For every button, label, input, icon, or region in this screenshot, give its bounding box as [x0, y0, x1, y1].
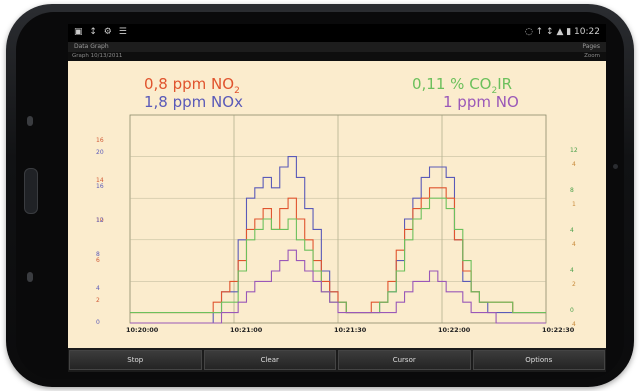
line-chart [129, 114, 547, 324]
menu-hardware-key[interactable] [27, 116, 33, 126]
x-tick-label: 10:20:00 [126, 326, 159, 334]
x-tick-label: 10:21:30 [334, 326, 367, 334]
y-tick-left-nox: 16 [96, 183, 104, 190]
graph-info: Graph 10/13/2011 [72, 53, 123, 59]
y-tick-right-co2: 4 [570, 227, 574, 234]
y-tick-right-co2: 4 [570, 267, 574, 274]
screen: ▣ ↕ ⚙ ☰ ◌ ↑ ↕ ▲ ▮ 10:22 Data Graph Pages… [68, 24, 606, 372]
graph-info-bar: Graph 10/13/2011 Zoom [68, 52, 606, 61]
front-camera [613, 164, 618, 169]
series-line-no [130, 249, 546, 324]
reading-no: 1 ppm NO [443, 93, 519, 111]
bottom-button-bar: Stop Clear Cursor Options [68, 348, 606, 372]
y-tick-right-no: 4 [572, 241, 576, 248]
y-tick-left-no2: 2 [96, 297, 100, 304]
zoom-control[interactable]: Zoom [584, 53, 600, 59]
plot-area[interactable]: 0,8 ppm NO2 1,8 ppm NOx 0,11 % CO2IR 1 p… [68, 61, 606, 348]
status-icons-left: ▣ ↕ ⚙ ☰ [74, 27, 129, 37]
series-line-co2 [130, 197, 546, 314]
cursor-button[interactable]: Cursor [338, 350, 471, 370]
status-bar: ▣ ↕ ⚙ ☰ ◌ ↑ ↕ ▲ ▮ 10:22 [68, 24, 606, 42]
app-menu[interactable]: Pages [582, 43, 600, 50]
reading-nox: 1,8 ppm NOx [144, 93, 243, 111]
status-icons-right: ◌ ↑ ↕ ▲ ▮ 10:22 [524, 27, 600, 37]
y-tick-right-co2: 0 [570, 307, 574, 314]
x-tick-label: 10:21:00 [230, 326, 263, 334]
y-tick-left-no2: 16 [96, 137, 104, 144]
y-tick-left-nox: 8 [96, 251, 100, 258]
reading-co2: 0,11 % CO2IR [412, 75, 513, 96]
y-tick-right-no: 1 [572, 201, 576, 208]
reading-no2: 0,8 ppm NO2 [144, 75, 240, 96]
y-tick-right-no: 4 [572, 161, 576, 168]
clear-button[interactable]: Clear [203, 350, 336, 370]
home-hardware-button[interactable] [24, 168, 38, 214]
y-tick-left-no2: 14 [96, 177, 104, 184]
app-title: Data Graph [74, 43, 109, 50]
y-tick-right-co2: 8 [570, 187, 574, 194]
y-tick-left-nox: 20 [96, 149, 104, 156]
y-tick-left-no2: 10 [96, 217, 104, 224]
y-tick-right-no: 4 [572, 321, 576, 328]
x-tick-label: 10:22:30 [542, 326, 575, 334]
back-hardware-key[interactable] [27, 272, 33, 282]
stop-button[interactable]: Stop [69, 350, 202, 370]
y-tick-right-co2: 12 [570, 147, 578, 154]
y-tick-left-nox: 4 [96, 285, 100, 292]
tablet-device: ▣ ↕ ⚙ ☰ ◌ ↑ ↕ ▲ ▮ 10:22 Data Graph Pages… [6, 4, 634, 387]
y-tick-left-nox: 0 [96, 319, 100, 326]
app-title-bar: Data Graph Pages [68, 42, 606, 52]
y-tick-left-nox: 12 [96, 217, 104, 224]
y-tick-right-no: 2 [572, 281, 576, 288]
options-button[interactable]: Options [472, 350, 605, 370]
x-tick-label: 10:22:00 [438, 326, 471, 334]
y-tick-left-no2: 6 [96, 257, 100, 264]
